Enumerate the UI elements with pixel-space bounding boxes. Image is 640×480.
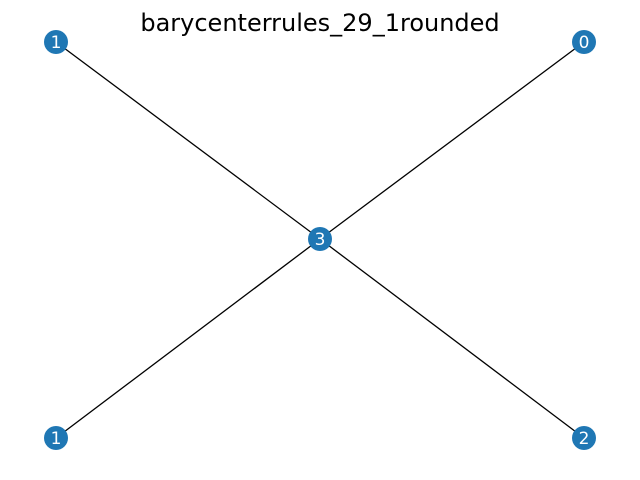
- node-circle: [572, 426, 596, 450]
- node-bottom-left: 1: [44, 426, 68, 450]
- node-label: 3: [315, 230, 326, 250]
- nodes-layer: 1 0 3 1 2: [44, 30, 596, 450]
- node-label: 1: [51, 33, 62, 53]
- node-circle: [44, 30, 68, 54]
- graph-title: barycenterrules_29_1rounded: [140, 9, 499, 37]
- edge-center-bottom-left: [55, 238, 321, 439]
- edge-top-right-center: [319, 41, 585, 240]
- node-label: 2: [579, 429, 590, 449]
- node-top-right: 0: [572, 30, 596, 54]
- node-label: 0: [579, 33, 590, 53]
- edges-layer: [55, 41, 585, 439]
- edge-center-bottom-right: [319, 238, 585, 439]
- node-label: 1: [51, 429, 62, 449]
- node-center: 3: [308, 227, 332, 251]
- node-circle: [308, 227, 332, 251]
- node-circle: [44, 426, 68, 450]
- node-circle: [572, 30, 596, 54]
- node-bottom-right: 2: [572, 426, 596, 450]
- edge-top-left-center: [55, 41, 321, 240]
- node-top-left: 1: [44, 30, 68, 54]
